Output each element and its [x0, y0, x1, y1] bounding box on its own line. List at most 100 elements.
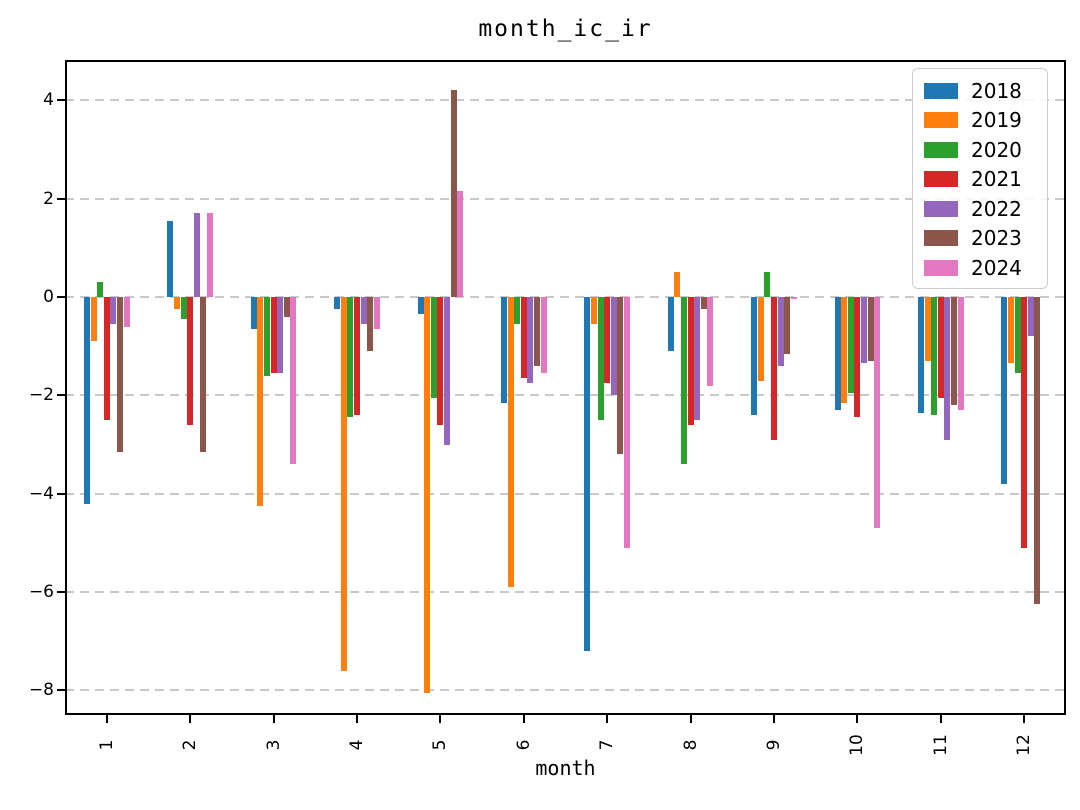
bar-2024-month-11 [957, 297, 964, 411]
bar-2020-month-5 [430, 297, 437, 398]
bar-2024-month-10 [874, 297, 881, 529]
legend-swatch-2020 [924, 141, 958, 158]
bar-2018-month-11 [918, 297, 925, 413]
x-tick-mark [189, 715, 192, 723]
bar-2022-month-1 [110, 297, 117, 325]
bar-2022-month-8 [694, 297, 701, 420]
legend-item-2018: 2018 [913, 76, 1047, 106]
bar-2024-month-4 [373, 297, 380, 329]
bar-2024-month-5 [457, 191, 464, 297]
bar-2022-month-9 [777, 297, 784, 366]
y-tick-mark [57, 296, 65, 299]
bar-2020-month-3 [263, 297, 270, 376]
bar-2020-month-2 [180, 297, 187, 320]
bar-2020-month-1 [97, 282, 104, 298]
bar-2022-month-11 [944, 297, 951, 440]
bar-2023-month-11 [951, 297, 958, 406]
legend-item-2022: 2022 [913, 194, 1047, 224]
y-tick-mark [57, 689, 65, 692]
gridline-y--6 [65, 591, 1066, 594]
bar-2021-month-12 [1021, 297, 1028, 548]
x-tick-mark [689, 715, 692, 723]
legend-swatch-2022 [924, 200, 958, 217]
bar-2024-month-8 [707, 297, 714, 386]
bar-2021-month-5 [437, 297, 444, 425]
x-tick-mark [439, 715, 442, 723]
legend-label: 2019 [971, 108, 1022, 133]
gridline-y--8 [65, 689, 1066, 692]
bar-2024-month-2 [206, 213, 213, 298]
bar-2022-month-5 [443, 297, 450, 445]
bar-2019-month-9 [757, 297, 764, 381]
y-tick-label: −4 [28, 483, 54, 504]
y-tick-label: 0 [43, 287, 54, 308]
bar-2019-month-12 [1008, 297, 1015, 364]
bar-2023-month-4 [367, 297, 374, 352]
bar-2020-month-10 [847, 297, 854, 393]
bar-2023-month-6 [533, 297, 540, 366]
bar-2019-month-3 [257, 297, 264, 506]
bar-2019-month-7 [591, 297, 597, 325]
bar-2024-month-7 [624, 297, 630, 548]
bar-2018-month-3 [250, 297, 257, 329]
bar-2019-month-11 [924, 297, 931, 361]
y-tick-mark [57, 492, 65, 495]
y-tick-label: 4 [43, 90, 54, 111]
y-tick-label: −6 [28, 582, 54, 603]
bar-2020-month-6 [514, 297, 521, 325]
legend-item-2020: 2020 [913, 135, 1047, 165]
y-tick-label: −2 [28, 385, 54, 406]
bar-2022-month-4 [360, 297, 367, 325]
bar-2021-month-8 [687, 297, 694, 425]
bar-2019-month-10 [841, 297, 848, 403]
gridline-y-2 [65, 197, 1066, 200]
legend-item-2023: 2023 [913, 224, 1047, 254]
legend: 2018 2019 2020 2021 2022 2023 2024 [912, 68, 1048, 289]
chart-title: month_ic_ir [478, 16, 653, 42]
bar-2023-month-1 [116, 297, 123, 452]
legend-label: 2021 [971, 167, 1022, 192]
x-tick-mark [1023, 715, 1026, 723]
bar-2018-month-1 [83, 297, 90, 504]
gridline-y--4 [65, 492, 1066, 495]
bar-2021-month-9 [771, 297, 778, 440]
x-tick-mark [773, 715, 776, 723]
bar-2024-month-1 [123, 297, 130, 327]
bar-2023-month-5 [450, 90, 457, 298]
legend-label: 2023 [971, 226, 1022, 251]
bar-2018-month-5 [417, 297, 424, 315]
x-tick-mark [939, 715, 942, 723]
bar-2018-month-2 [167, 220, 174, 298]
bar-2020-month-8 [681, 297, 688, 465]
bar-2021-month-7 [604, 297, 611, 384]
legend-swatch-2019 [924, 112, 958, 129]
bar-2021-month-3 [270, 297, 277, 374]
bar-2021-month-11 [937, 297, 944, 398]
legend-label: 2024 [971, 255, 1022, 280]
legend-item-2024: 2024 [913, 253, 1047, 283]
y-tick-mark [57, 591, 65, 594]
legend-swatch-2023 [924, 230, 958, 247]
bar-2022-month-2 [193, 213, 200, 298]
legend-label: 2022 [971, 196, 1022, 221]
bar-2018-month-12 [1001, 297, 1008, 484]
legend-swatch-2021 [924, 171, 958, 188]
y-tick-label: −8 [28, 680, 54, 701]
y-tick-mark [57, 394, 65, 397]
bar-2018-month-6 [500, 297, 507, 403]
bar-2023-month-7 [617, 297, 624, 455]
bar-2018-month-4 [334, 297, 341, 310]
legend-item-2021: 2021 [913, 165, 1047, 195]
bar-2023-month-12 [1034, 297, 1041, 605]
bar-2024-month-3 [290, 297, 297, 465]
bar-2022-month-7 [610, 297, 617, 396]
y-tick-mark [57, 197, 65, 200]
bar-2022-month-10 [861, 297, 868, 364]
x-axis-title: month [535, 756, 596, 780]
legend-item-2019: 2019 [913, 106, 1047, 136]
y-tick-mark [57, 99, 65, 102]
legend-label: 2020 [971, 137, 1022, 162]
bar-2023-month-3 [283, 297, 290, 317]
gridline-y-0 [65, 296, 1066, 299]
